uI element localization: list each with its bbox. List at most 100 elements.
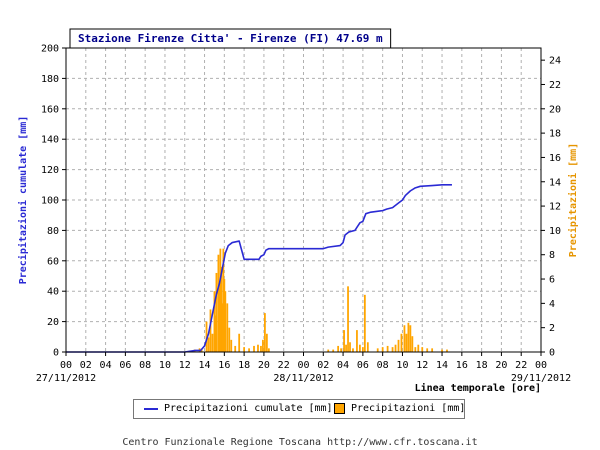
precipitation-bar [349, 342, 351, 352]
precipitation-bar [361, 347, 364, 352]
precipitation-bar [345, 344, 347, 352]
precipitation-chart: Stazione Firenze Citta' - Firenze (FI) 4… [17, 28, 579, 394]
x-tick-label: 12 [179, 360, 191, 371]
precipitation-bar [248, 348, 250, 352]
precipitation-bar [391, 347, 394, 352]
precipitation-bar [409, 325, 412, 352]
precipitation-bar [421, 347, 424, 352]
right-tick-label: 24 [549, 56, 561, 67]
precipitation-bar [394, 344, 397, 352]
x-tick-label: 22 [278, 360, 290, 371]
x-tick-label: 06 [357, 360, 369, 371]
left-tick-label: 200 [41, 44, 59, 55]
x-tick-label: 00 [297, 360, 309, 371]
precipitation-bar [265, 333, 268, 352]
x-axis-label: Linea temporale [ore] [415, 382, 541, 394]
chart-title: Stazione Firenze Citta' - Firenze (FI) 4… [78, 32, 383, 45]
x-tick-label: 14 [199, 360, 211, 371]
x-tick-label: 20 [495, 360, 507, 371]
left-tick-label: 140 [41, 135, 59, 146]
precipitation-bar [260, 345, 262, 352]
precipitation-bar [414, 347, 417, 352]
precipitation-bar [446, 349, 448, 352]
precipitation-bar [267, 348, 270, 352]
precipitation-bar [257, 344, 259, 352]
hourly-precipitation-bars [188, 248, 448, 352]
precipitation-bar [363, 294, 366, 352]
precipitation-bar [356, 330, 358, 352]
x-tick-label: 02 [317, 360, 329, 371]
precipitation-bar [397, 339, 400, 352]
left-tick-label: 60 [47, 256, 59, 267]
precipitation-bar [238, 333, 241, 352]
x-tick-label: 02 [80, 360, 92, 371]
precipitation-bar [224, 291, 227, 352]
x-tick-label: 16 [456, 360, 468, 371]
precipitation-bar [219, 248, 222, 352]
precipitation-bar [352, 348, 354, 352]
precipitation-bar [359, 344, 361, 352]
x-tick-label: 18 [476, 360, 488, 371]
right-tick-label: 16 [549, 153, 561, 164]
left-tick-label: 80 [47, 226, 59, 237]
precipitation-bar [347, 286, 349, 352]
right-tick-label: 20 [549, 104, 561, 115]
precipitation-bar [222, 248, 225, 352]
x-tick-label: 12 [416, 360, 428, 371]
x-tick-label: 04 [337, 360, 349, 371]
precipitation-bar [431, 348, 434, 352]
x-tick-label: 06 [119, 360, 131, 371]
left-tick-label: 0 [53, 348, 59, 359]
precipitation-bar [386, 345, 389, 352]
precipitation-bar [411, 336, 414, 352]
left-tick-label: 40 [47, 287, 59, 298]
left-tick-label: 180 [41, 74, 59, 85]
precipitation-bar [207, 337, 210, 352]
y-axis-label-left: Precipitazioni cumulate [mm] [17, 116, 29, 285]
x-tick-label: 08 [139, 360, 151, 371]
grid [66, 48, 541, 352]
left-axis-ticks: 0 20 40 60 80 100 120 140 160 180 200 [41, 44, 66, 359]
precipitation-bar [213, 291, 216, 352]
right-tick-label: 2 [549, 323, 555, 334]
right-tick-label: 22 [549, 80, 561, 91]
right-tick-label: 14 [549, 177, 561, 188]
y-axis-label-right: Precipitazioni [mm] [567, 143, 579, 257]
legend-item-hourly: Precipitazioni [mm] [334, 403, 465, 414]
precipitation-bar [215, 272, 218, 352]
x-tick-label: 04 [100, 360, 112, 371]
right-tick-label: 18 [549, 129, 561, 140]
precipitation-bar [262, 339, 264, 352]
right-tick-label: 10 [549, 226, 561, 237]
precipitation-bar [340, 348, 342, 352]
precipitation-bar [332, 349, 335, 352]
precipitation-bar [376, 348, 379, 352]
precipitation-bar [220, 266, 223, 352]
precipitation-bar [400, 333, 403, 352]
x-tick-label: 10 [396, 360, 408, 371]
precipitation-bar [426, 348, 429, 352]
x-tick-label: 16 [218, 360, 230, 371]
x-tick-label: 22 [515, 360, 527, 371]
x-tick-label: 20 [258, 360, 270, 371]
precipitation-bar [417, 344, 420, 352]
precipitation-bar [217, 254, 220, 352]
precipitation-bar [243, 347, 246, 352]
legend-item-cumulative: Precipitazioni cumulate [mm] [144, 403, 333, 414]
precipitation-bar [441, 349, 443, 352]
x-tick-label: 00 [535, 360, 547, 371]
legend-label-hourly: Precipitazioni [mm] [351, 403, 466, 414]
footer-credit: Centro Funzionale Regione Toscana http:/… [122, 437, 478, 448]
x-tick-label: 14 [436, 360, 448, 371]
precipitation-bar [405, 333, 408, 352]
precipitation-bar [218, 285, 221, 352]
x-axis-ticks: 00 02 04 06 08 10 12 14 16 18 20 22 00 02 04 06 08 10 12 14… [36, 352, 571, 384]
precipitation-bar [234, 345, 237, 352]
left-tick-label: 160 [41, 104, 59, 115]
precipitation-bar [223, 279, 226, 352]
precipitation-bar [403, 325, 406, 352]
right-tick-label: 0 [549, 348, 555, 359]
right-tick-label: 6 [549, 275, 555, 286]
x-date-label: 29/11/2012 [511, 373, 571, 384]
precipitation-bar [205, 321, 208, 352]
